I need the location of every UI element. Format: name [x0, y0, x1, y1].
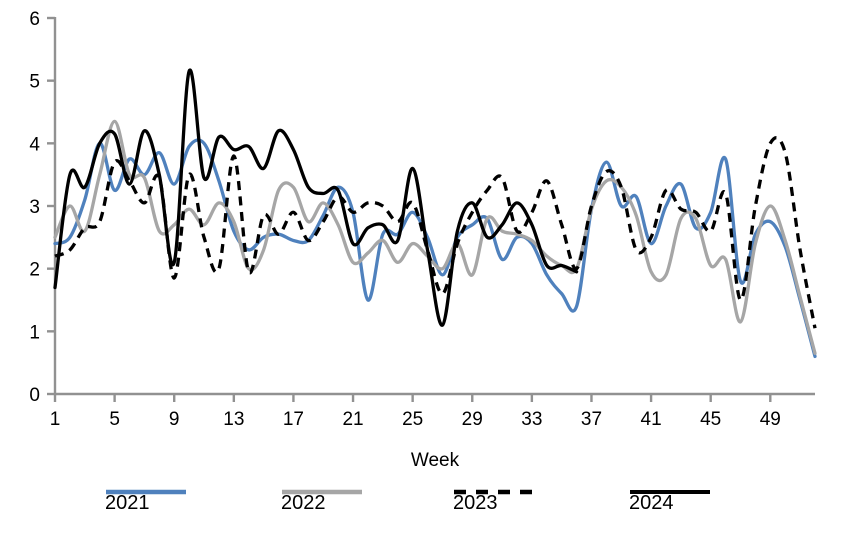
- legend-label-2023: 2023: [453, 491, 498, 514]
- x-tick-label: 41: [641, 409, 662, 430]
- series-line-2021: [53, 138, 817, 359]
- y-tick-label: 4: [29, 134, 40, 155]
- y-tick-label: 6: [29, 9, 40, 30]
- x-tick-label: 49: [760, 409, 781, 430]
- x-tick-label: 9: [169, 409, 180, 430]
- chart-legend: 2021 2022 2023 2024: [0, 488, 852, 518]
- legend-item-2022: 2022: [281, 488, 362, 518]
- x-tick-label: 17: [283, 409, 304, 430]
- y-tick-label: 3: [29, 197, 40, 218]
- y-tick-label: 0: [29, 385, 40, 406]
- legend-swatch-2021-line: [106, 489, 186, 495]
- x-tick-label: 1: [50, 409, 61, 430]
- legend-swatch-2024-line: [630, 490, 710, 494]
- x-tick-label: 45: [700, 409, 721, 430]
- series-line-2023: [54, 136, 817, 329]
- x-tick-label: 29: [462, 409, 483, 430]
- legend-swatch-2023-line: [454, 489, 534, 495]
- x-axis-title: Week: [410, 450, 460, 471]
- y-tick-label: 5: [29, 72, 40, 93]
- series-line-2022: [53, 119, 817, 355]
- legend-item-2024: 2024: [629, 488, 710, 518]
- legend-item-2021: 2021: [105, 488, 186, 518]
- x-tick-label: 5: [109, 409, 120, 430]
- x-tick-label: 21: [342, 409, 363, 430]
- x-tick-label: 37: [581, 409, 602, 430]
- legend-label-2022: 2022: [281, 491, 326, 514]
- x-tick-label: 25: [402, 409, 423, 430]
- x-tick-label: 13: [223, 409, 244, 430]
- legend-label-2021: 2021: [105, 491, 150, 514]
- y-tick-label: 2: [29, 260, 40, 281]
- legend-label-2024: 2024: [629, 491, 674, 514]
- legend-swatch-2022-line: [282, 489, 362, 495]
- x-tick-label: 33: [521, 409, 542, 430]
- series-line-2024: [53, 68, 579, 327]
- y-tick-label: 1: [29, 322, 40, 343]
- legend-item-2023: 2023: [453, 488, 534, 518]
